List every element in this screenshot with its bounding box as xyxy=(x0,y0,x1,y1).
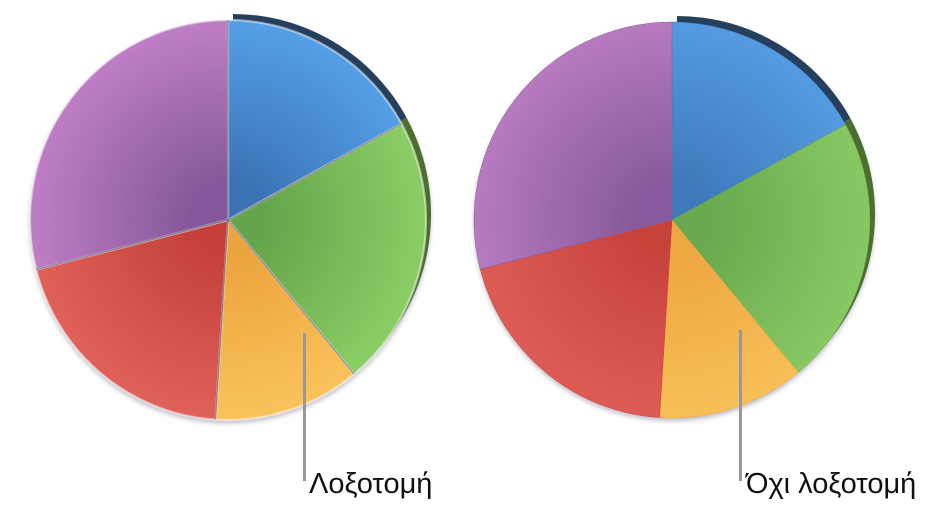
pie-slice-red xyxy=(35,218,230,421)
bevel-groove xyxy=(227,219,355,375)
callout-label-no-bevel: Όχι λοξοτομή xyxy=(746,468,917,500)
pie-slice-purple xyxy=(473,21,673,270)
callout-label-bevel: Λοξοτομή xyxy=(309,468,433,500)
bevel-groove xyxy=(36,219,229,271)
bevel-groove xyxy=(227,122,402,221)
pie-slice-green xyxy=(226,122,428,376)
bevel-groove xyxy=(214,219,229,420)
pie-slice-green xyxy=(671,124,871,373)
pie-slice-purple xyxy=(28,18,230,271)
pie-slice-orange xyxy=(214,218,356,422)
pie-slice-blue xyxy=(671,21,846,221)
pie-slice-orange xyxy=(659,219,799,419)
pie-slice-red xyxy=(479,219,673,418)
leader-line-bevel xyxy=(303,333,306,481)
leader-line-no-bevel xyxy=(739,330,742,481)
pie-slice-blue xyxy=(226,18,403,222)
